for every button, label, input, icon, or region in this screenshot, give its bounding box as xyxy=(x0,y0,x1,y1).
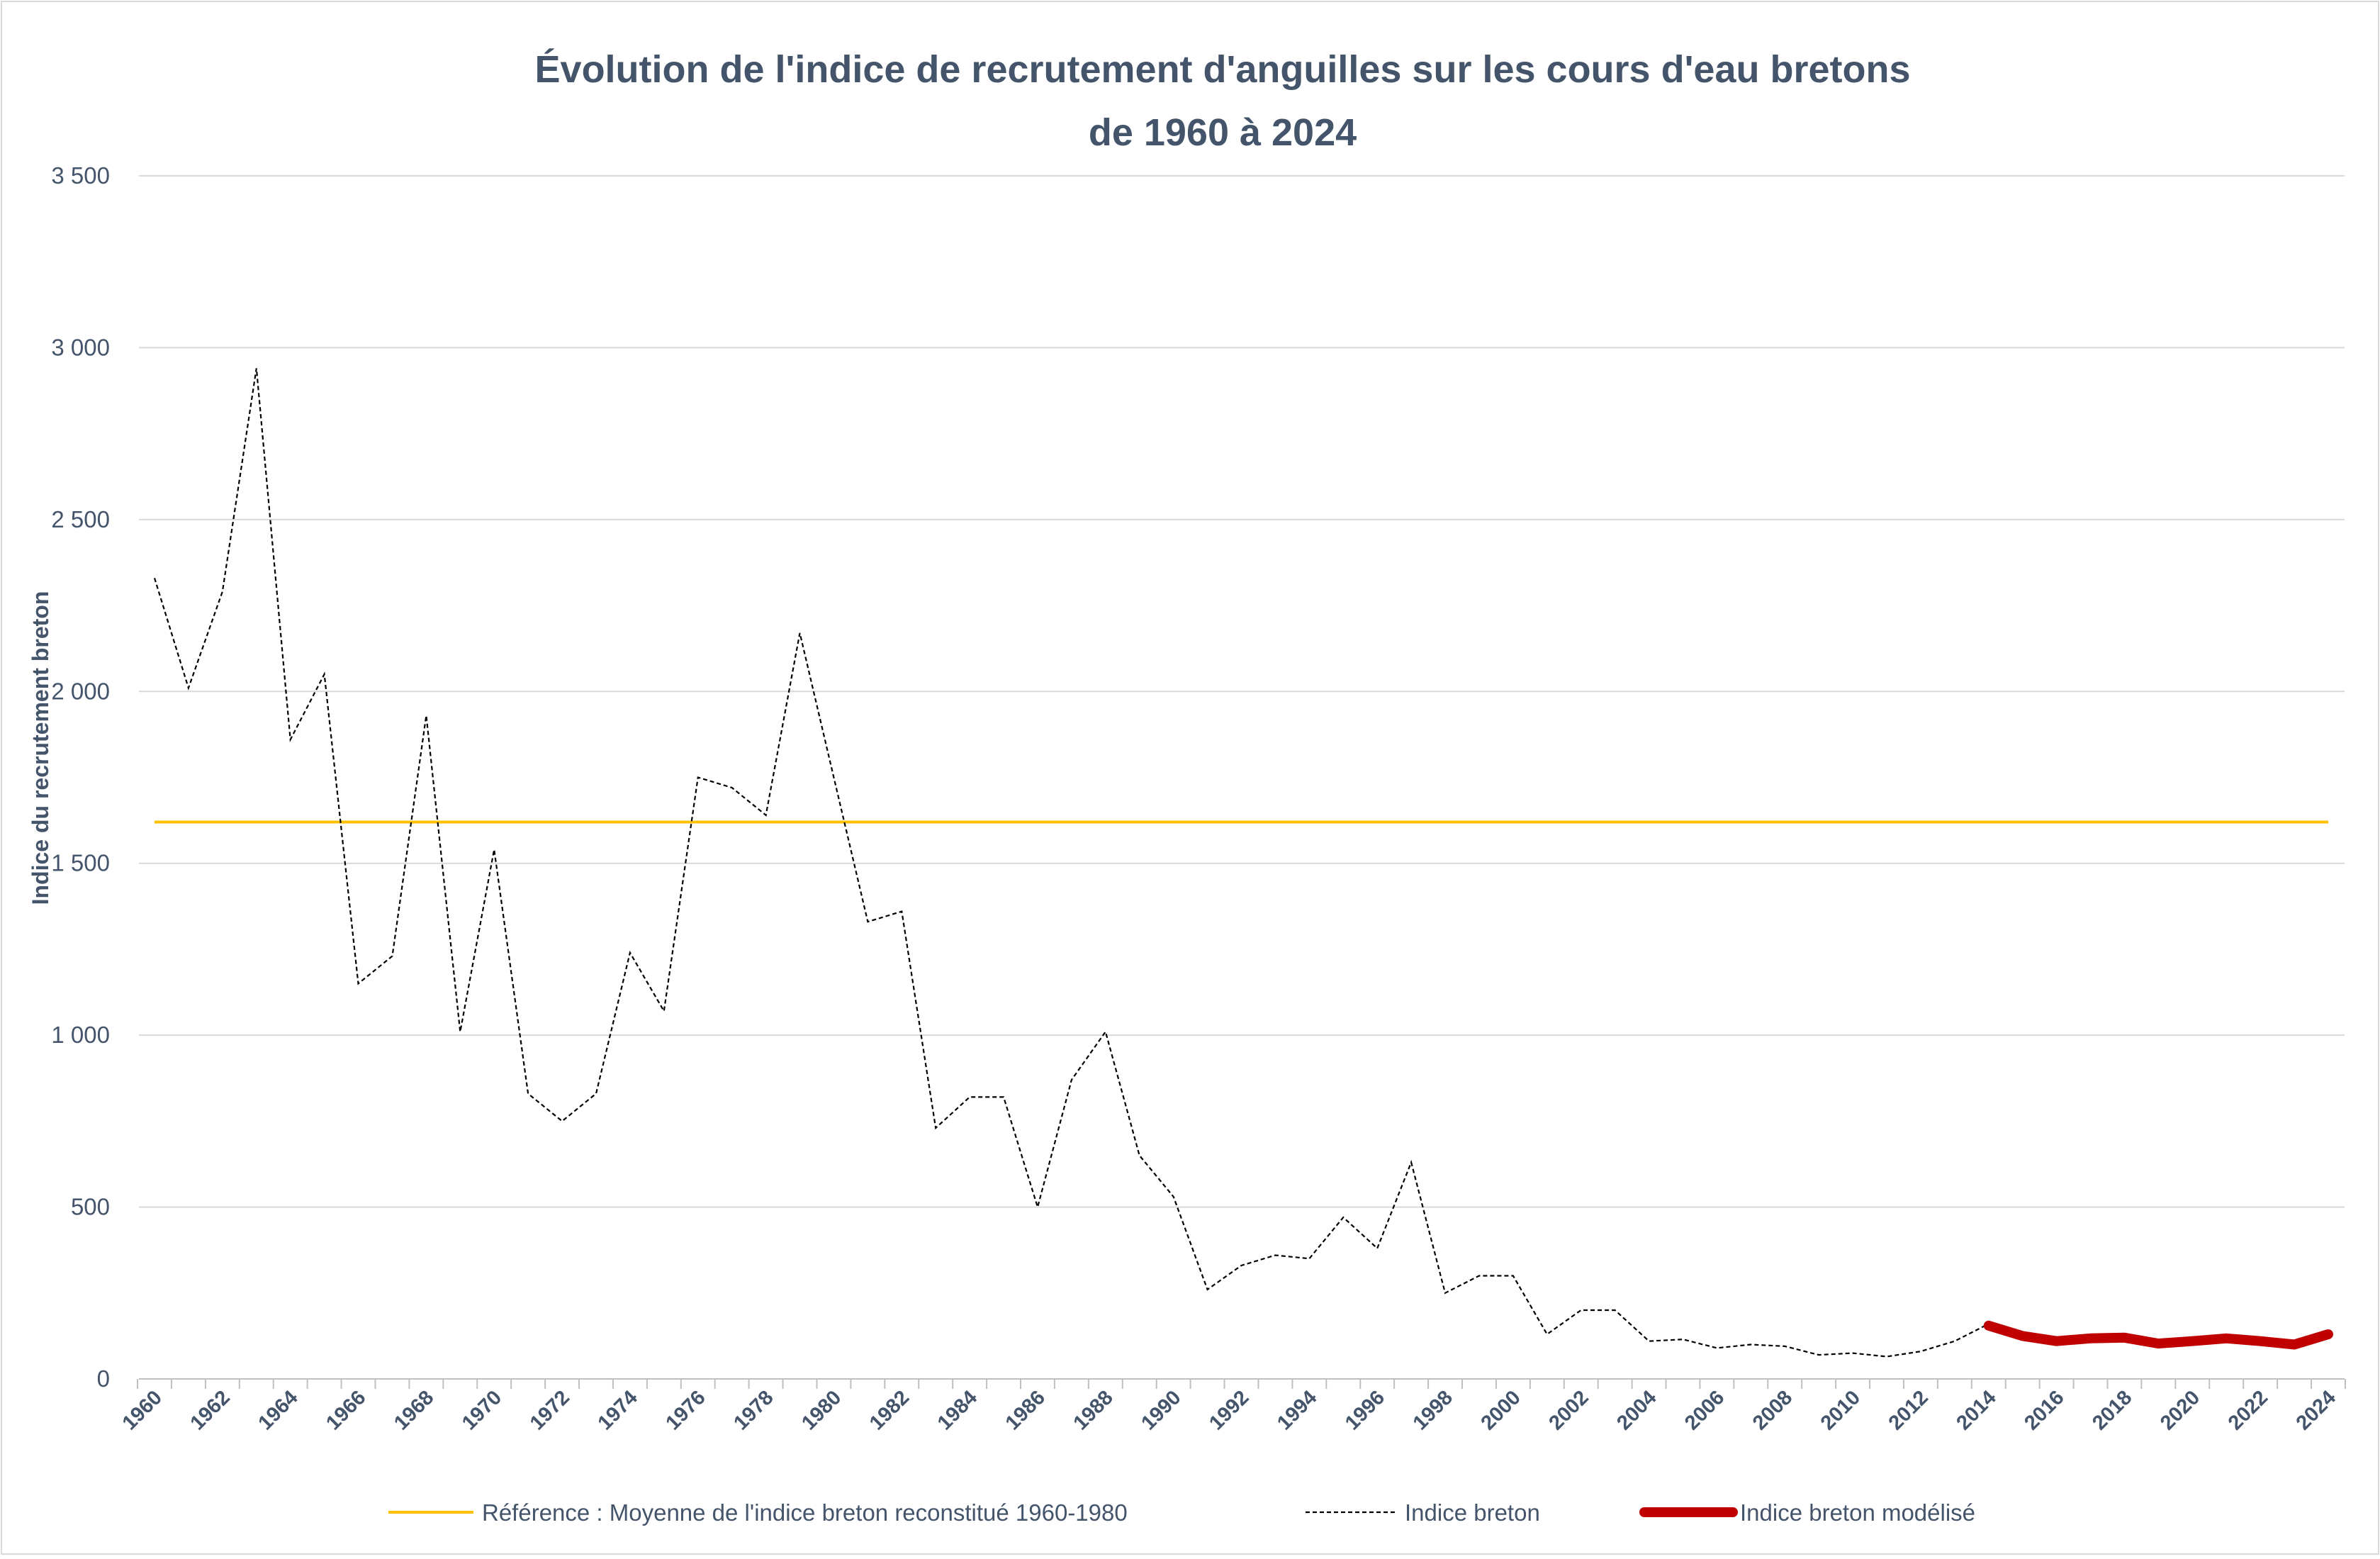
y-tick-label: 2 000 xyxy=(51,678,110,704)
chart-title-line-2: de 1960 à 2024 xyxy=(1089,111,1357,154)
gridlines xyxy=(139,175,2345,1380)
legend-label: Référence : Moyenne de l'indice breton r… xyxy=(482,1499,1128,1526)
legend-label: Indice breton modélisé xyxy=(1740,1499,1975,1526)
legend: Référence : Moyenne de l'indice breton r… xyxy=(388,1499,1975,1526)
legend-label: Indice breton xyxy=(1405,1499,1540,1526)
y-axis-ticks: 0 500 1 000 1 500 2 000 2 500 3 000 3 500 xyxy=(51,162,110,1392)
y-tick-label: 3 000 xyxy=(51,334,110,360)
y-tick-label: 500 xyxy=(71,1194,110,1220)
series-line xyxy=(1983,1320,2333,1350)
y-axis-label: Indice du recrutement breton xyxy=(28,591,53,905)
y-tick-label: 1 500 xyxy=(51,850,110,876)
series-lines xyxy=(153,368,2333,1358)
y-tick-label: 1 000 xyxy=(51,1022,110,1048)
y-tick-label: 0 xyxy=(97,1365,110,1392)
y-tick-label: 3 500 xyxy=(51,162,110,189)
series-line xyxy=(153,368,1989,1358)
y-tick-label: 2 500 xyxy=(51,506,110,532)
chart-title-line-1: Évolution de l'indice de recrutement d'a… xyxy=(535,48,1911,91)
